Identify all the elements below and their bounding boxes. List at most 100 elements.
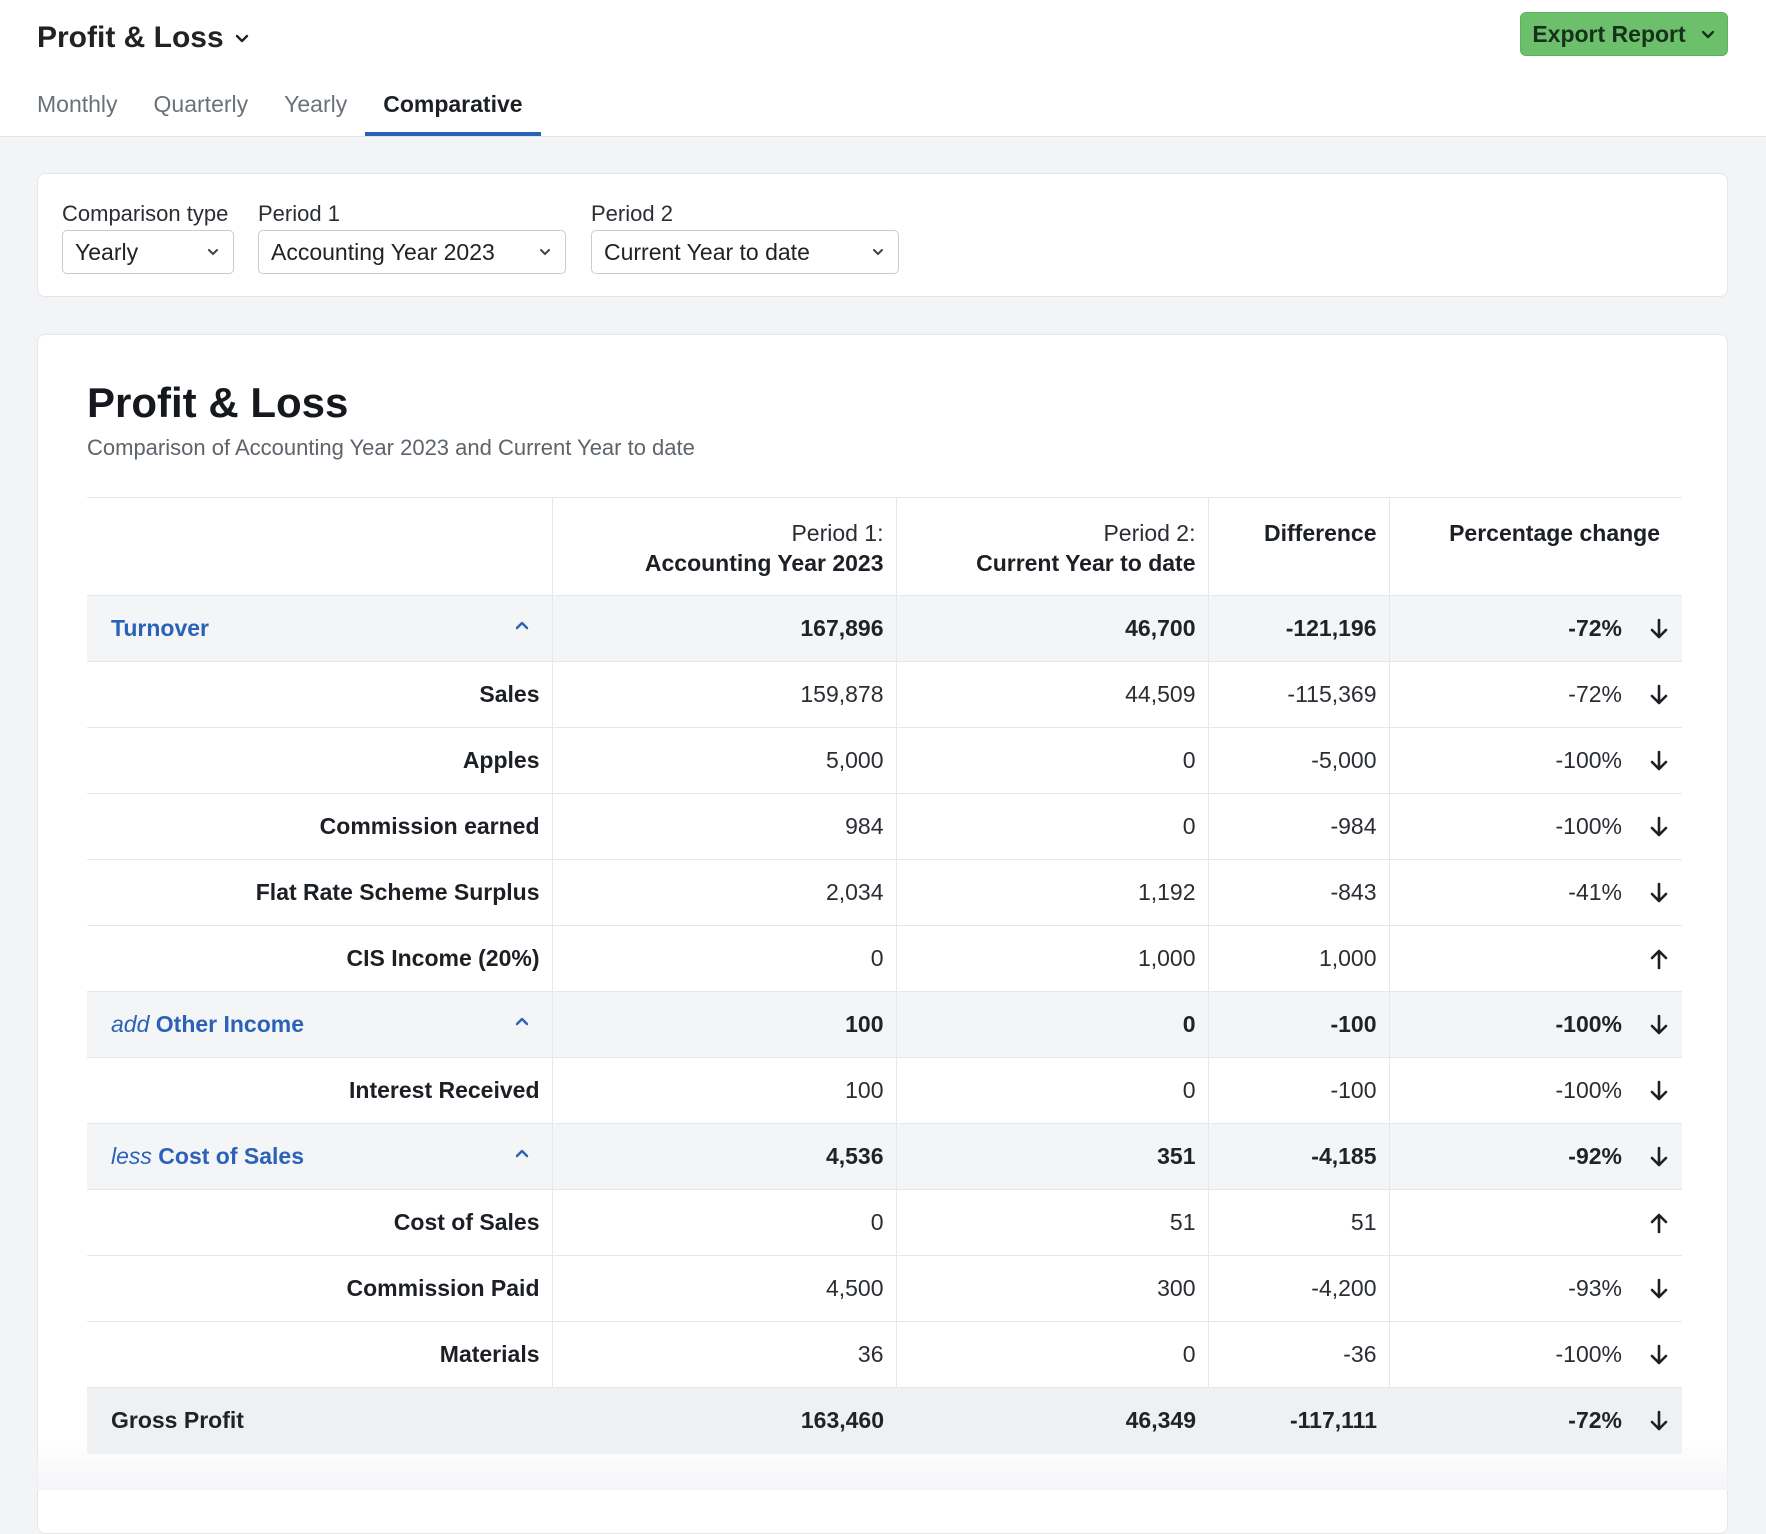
percentage-cell — [1389, 1189, 1682, 1256]
chevron-up-icon[interactable] — [514, 1147, 530, 1159]
row-label: Interest Received — [87, 1057, 553, 1124]
difference-cell: -100 — [1208, 991, 1390, 1058]
period2-value-cell: 0 — [896, 1057, 1209, 1124]
percentage-cell: -93% — [1389, 1255, 1682, 1322]
export-report-button[interactable]: Export Report — [1520, 12, 1728, 56]
period1-value-cell: 4,500 — [552, 1255, 897, 1322]
difference-cell: 51 — [1208, 1189, 1390, 1256]
percentage-value: -72% — [1568, 615, 1622, 641]
arrow-down-icon — [1650, 1014, 1668, 1034]
table-row: CIS Income (20%) 0 1,000 1,000 — [87, 925, 1682, 992]
tab-quarterly[interactable]: Quarterly — [153, 91, 249, 117]
period1-value: Accounting Year 2023 — [271, 238, 495, 265]
comparison-type-value: Yearly — [75, 238, 139, 265]
header-blank — [87, 497, 553, 596]
percentage-wrap: -72% — [1401, 1407, 1670, 1434]
section-row[interactable]: add Other Income 100 0 -100 -100% — [87, 991, 1682, 1058]
comparison-type-select[interactable]: Yearly — [62, 230, 234, 274]
percentage-value: -72% — [1568, 1407, 1622, 1434]
table-row: Flat Rate Scheme Surplus 2,034 1,192 -843 -4… — [87, 859, 1682, 926]
chevron-down-icon — [208, 249, 218, 256]
percentage-cell: -92% — [1389, 1123, 1682, 1190]
percentage-value: -100% — [1555, 813, 1622, 839]
period1-group: Period 1 Accounting Year 2023 — [258, 200, 566, 274]
top-bar: Profit & Loss Export Report Monthly Quar… — [0, 0, 1766, 137]
chevron-down-icon — [540, 249, 550, 256]
percentage-wrap: -72% — [1402, 615, 1671, 642]
percentage-cell: -100% — [1389, 727, 1682, 794]
table-row: Materials 36 0 -36 -100% — [87, 1321, 1682, 1388]
period1-value-cell: 159,878 — [552, 661, 897, 728]
chevron-down-icon — [235, 34, 248, 43]
difference-cell: -100 — [1208, 1057, 1390, 1124]
period2-value-cell: 0 — [896, 727, 1209, 794]
section-prefix: add — [111, 1011, 150, 1037]
comparison-type-label: Comparison type — [62, 201, 229, 226]
period2-value-cell: 44,509 — [896, 661, 1209, 728]
tab-comparative[interactable]: Comparative — [365, 84, 541, 136]
period2-value: Current Year to date — [604, 238, 810, 265]
row-label: Commission Paid — [87, 1255, 553, 1322]
arrow-down-icon — [1650, 1080, 1668, 1100]
chevron-down-icon — [873, 249, 883, 256]
period2-value-cell: 1,000 — [896, 925, 1209, 992]
header-period2-line1: Period 2: — [1103, 520, 1196, 546]
chevron-down-icon — [1701, 30, 1714, 39]
arrow-down-icon — [1650, 750, 1668, 770]
difference-cell: -4,185 — [1208, 1123, 1390, 1190]
row-label: Apples — [87, 727, 553, 794]
arrow-down-icon — [1650, 1146, 1668, 1166]
period2-value-cell: 0 — [896, 991, 1209, 1058]
section-toggle[interactable]: add Other Income — [111, 1011, 304, 1037]
difference-cell: -984 — [1208, 793, 1390, 860]
percentage-value: -41% — [1568, 879, 1622, 905]
period1-select[interactable]: Accounting Year 2023 — [258, 230, 566, 274]
arrow-down-icon — [1650, 684, 1668, 704]
period-tabs: Monthly Quarterly Yearly Comparative — [37, 84, 541, 136]
header-percentage: Percentage change — [1389, 497, 1682, 596]
header-period1-line1: Period 1: — [791, 520, 884, 546]
report-switcher[interactable]: Profit & Loss — [37, 18, 250, 58]
difference-cell: -4,200 — [1208, 1255, 1390, 1322]
period2-value-cell: 46,700 — [896, 595, 1209, 662]
section-row[interactable]: Turnover 167,896 46,700 -121,196 -72% — [87, 595, 1682, 662]
report-card: Profit & Loss Comparison of Accounting Y… — [37, 334, 1728, 1534]
section-row[interactable]: less Cost of Sales 4,536 351 -4,185 -92% — [87, 1123, 1682, 1190]
period2-label: Period 2 — [591, 201, 673, 226]
percentage-value: -72% — [1568, 681, 1622, 707]
profit-loss-table: Period 1: Accounting Year 2023 Period 2:… — [87, 497, 1682, 1454]
header-percentage-label: Percentage change — [1449, 520, 1660, 546]
section-toggle[interactable]: Turnover — [111, 615, 209, 641]
header-difference-label: Difference — [1264, 520, 1377, 546]
row-label: CIS Income (20%) — [87, 925, 553, 992]
row-label-cell: less Cost of Sales — [87, 1123, 553, 1190]
percentage-wrap: -100% — [1402, 813, 1671, 840]
section-label: Turnover — [111, 615, 209, 641]
period1-value-cell: 167,896 — [552, 595, 897, 662]
percentage-value: -100% — [1555, 747, 1622, 773]
difference-cell: -843 — [1208, 859, 1390, 926]
chevron-up-icon[interactable] — [514, 1015, 530, 1027]
report-subtitle: Comparison of Accounting Year 2023 and C… — [87, 435, 695, 460]
difference-cell: -121,196 — [1208, 595, 1390, 662]
arrow-down-icon — [1650, 816, 1668, 836]
tab-yearly[interactable]: Yearly — [284, 91, 348, 117]
table-row: Commission Paid 4,500 300 -4,200 -93% — [87, 1255, 1682, 1322]
table-row: Sales 159,878 44,509 -115,369 -72% — [87, 661, 1682, 728]
percentage-cell: -72% — [1389, 661, 1682, 728]
percentage-value: -100% — [1555, 1341, 1622, 1367]
period2-value-cell: 51 — [896, 1189, 1209, 1256]
percentage-wrap: -100% — [1402, 747, 1671, 774]
tab-monthly[interactable]: Monthly — [37, 91, 118, 117]
period2-group: Period 2 Current Year to date — [591, 200, 899, 274]
difference-cell: -36 — [1208, 1321, 1390, 1388]
period2-value-cell: 351 — [896, 1123, 1209, 1190]
section-toggle[interactable]: less Cost of Sales — [111, 1143, 304, 1169]
row-label: Materials — [87, 1321, 553, 1388]
export-report-label: Export Report — [1532, 20, 1686, 47]
percentage-wrap: -100% — [1402, 1077, 1671, 1104]
arrow-down-icon — [1650, 618, 1668, 638]
period2-select[interactable]: Current Year to date — [591, 230, 899, 274]
percentage-cell: -72% — [1389, 595, 1682, 662]
chevron-up-icon[interactable] — [514, 619, 530, 631]
